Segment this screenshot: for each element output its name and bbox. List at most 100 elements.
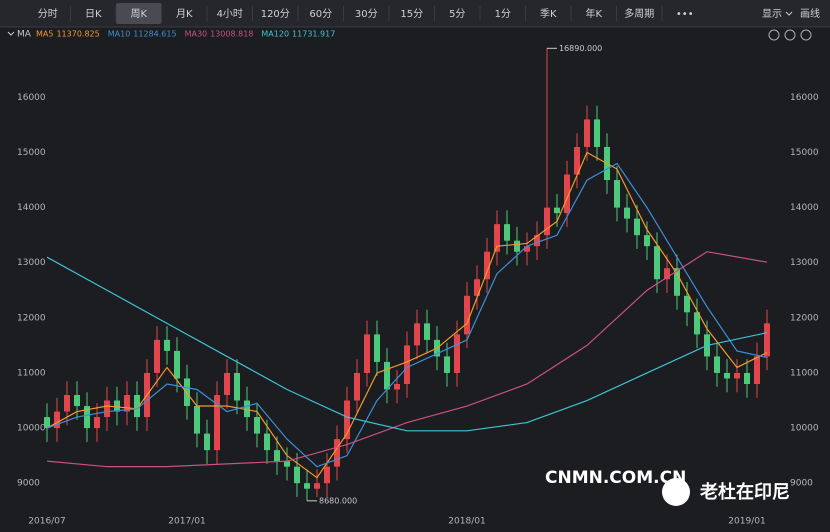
candle-body <box>534 235 540 247</box>
watermark: CNMN.COM.CN <box>545 468 686 488</box>
dropdown-arrow[interactable] <box>785 11 793 16</box>
y-tick-label: 13000 <box>17 258 46 268</box>
candle-body <box>394 383 400 390</box>
candle-body <box>634 218 640 236</box>
y-tick-label: 15000 <box>17 148 46 158</box>
tab[interactable]: 周K <box>130 8 147 20</box>
candle-body <box>174 350 180 379</box>
candle-body <box>244 400 250 418</box>
candle-body <box>284 461 290 467</box>
icon-close[interactable] <box>800 29 812 41</box>
candle-body <box>74 395 80 407</box>
candle-body <box>464 295 470 335</box>
tab[interactable]: 多周期 <box>624 7 654 20</box>
candle-body <box>64 395 70 412</box>
tab[interactable]: 年K <box>585 7 602 20</box>
candle-body <box>234 372 240 401</box>
candle-body <box>204 433 210 451</box>
y-tick-label-right: 11000 <box>790 368 819 378</box>
tab[interactable]: 季K <box>540 8 557 20</box>
candle-body <box>214 395 220 451</box>
candle-body <box>104 400 110 418</box>
candle-body <box>374 334 380 362</box>
annotation: 8680.000 <box>319 496 357 505</box>
legend-value: 11284.615 <box>133 30 176 39</box>
tab[interactable]: 分时 <box>38 8 58 20</box>
y-tick-label-right: 13000 <box>790 258 819 268</box>
ma-line <box>46 151 768 479</box>
tab[interactable]: 120分 <box>261 8 290 20</box>
legend-value: 11731.917 <box>292 30 335 39</box>
x-tick-label: 2017/01 <box>168 517 205 527</box>
candle-body <box>274 450 280 462</box>
candle-body <box>664 268 670 280</box>
tab[interactable]: 60分 <box>309 8 332 20</box>
icon-settings[interactable] <box>784 29 796 41</box>
candle-body <box>194 406 200 434</box>
candle-body <box>544 207 550 236</box>
candle-body <box>594 119 600 147</box>
candle-body <box>414 323 420 346</box>
y-tick-label-right: 12000 <box>790 313 819 323</box>
y-tick-label-right: 16000 <box>790 93 819 103</box>
tab[interactable]: 4小时 <box>217 8 243 20</box>
y-tick-label-right: 14000 <box>790 203 819 213</box>
candle-body <box>734 372 740 379</box>
candle-body <box>114 400 120 412</box>
icon-visibility[interactable] <box>768 29 780 41</box>
candle-body <box>574 146 580 175</box>
tab[interactable]: 15分 <box>400 8 423 20</box>
x-tick-label: 2019/01 <box>728 517 765 527</box>
y-tick-label: 10000 <box>17 424 46 434</box>
candle-body <box>164 339 170 351</box>
ma-line <box>46 256 768 432</box>
legend-name: MA120 <box>261 30 289 39</box>
tab[interactable]: 月K <box>176 8 193 20</box>
candle-body <box>484 251 490 280</box>
tab[interactable]: 日K <box>85 9 102 20</box>
candle-body <box>504 224 510 241</box>
legend-name: MA10 <box>108 30 131 39</box>
candle-body <box>424 323 430 340</box>
candle-body <box>294 466 300 484</box>
candle-body <box>554 207 560 214</box>
candle-body <box>404 345 410 384</box>
candle-body <box>614 180 620 208</box>
candle-body <box>224 372 230 396</box>
candle-body <box>54 411 60 429</box>
plot: 9000 9000 10000 10000 11000 11000 12000 12000 13… <box>17 30 819 527</box>
candle-body <box>694 312 700 335</box>
candle-body <box>564 174 570 214</box>
display-menu[interactable]: 显示 <box>762 8 782 20</box>
candle-body <box>514 240 520 252</box>
candle-body <box>644 235 650 247</box>
candle-body <box>494 224 500 252</box>
collapse-arrow[interactable] <box>7 31 15 36</box>
candle-body <box>624 207 630 219</box>
candle-body <box>714 356 720 373</box>
legend-value: 13008.818 <box>210 30 253 39</box>
candle-body <box>764 323 770 357</box>
draw-button[interactable]: 画线 <box>800 7 820 20</box>
candle-body <box>584 119 590 147</box>
tab-active <box>116 3 162 24</box>
y-tick-label: 9000 <box>17 479 40 489</box>
watermark: 老杜在印尼 <box>700 481 790 503</box>
y-tick-label-right: 15000 <box>790 148 819 158</box>
tab[interactable]: 1分 <box>495 8 511 20</box>
candle-body <box>44 417 50 429</box>
candle-body <box>84 406 90 429</box>
tab[interactable]: 30分 <box>355 8 378 20</box>
indicator-icons <box>768 29 812 41</box>
candle-body <box>264 433 270 451</box>
candle-body <box>154 339 160 373</box>
indicator-name: MA <box>17 30 32 40</box>
tab[interactable]: ••• <box>676 9 694 20</box>
candle-body <box>444 356 450 373</box>
y-tick-label-right: 10000 <box>790 424 819 434</box>
tab[interactable]: 5分 <box>449 8 465 20</box>
candle-body <box>134 395 140 418</box>
candle-body <box>454 334 460 373</box>
